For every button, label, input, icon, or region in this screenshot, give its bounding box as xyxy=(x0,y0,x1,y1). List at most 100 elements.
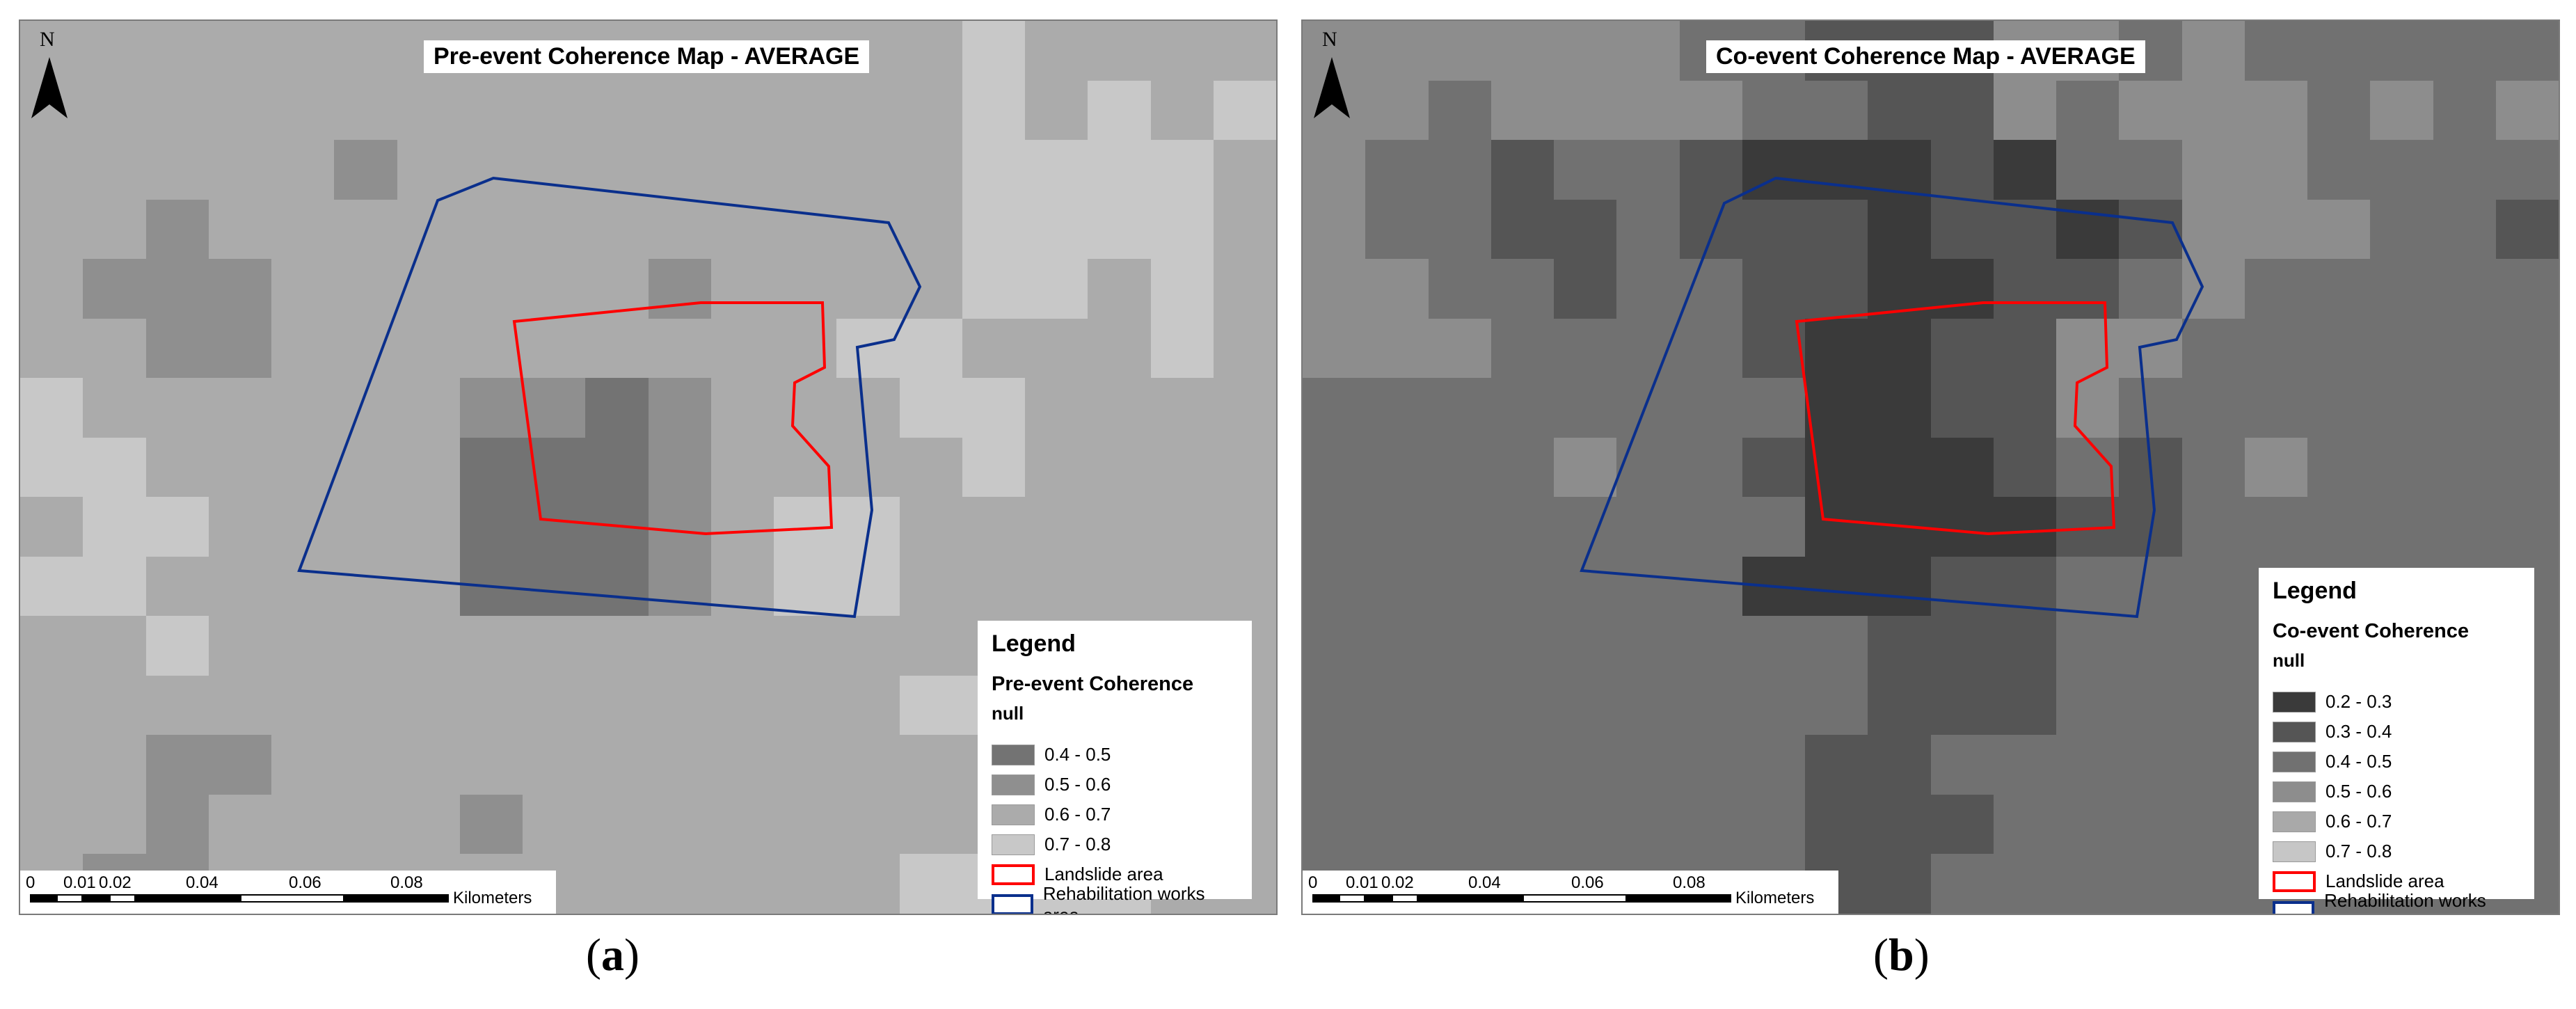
coherence-cell xyxy=(334,378,398,438)
coherence-cell xyxy=(2181,854,2245,914)
coherence-cell xyxy=(2495,378,2559,438)
coherence-cell xyxy=(774,140,838,200)
coherence-cell xyxy=(1930,556,1994,617)
coherence-cell xyxy=(1679,437,1743,498)
coherence-cell xyxy=(1088,318,1152,379)
map-title: Co-event Coherence Map - AVERAGE xyxy=(1706,40,2145,73)
coherence-cell xyxy=(145,675,209,736)
coherence-cell xyxy=(459,794,523,855)
coherence-cell xyxy=(2307,318,2371,379)
coherence-cell xyxy=(2244,259,2308,319)
coherence-cell xyxy=(1993,735,2057,795)
north-arrow: N xyxy=(1312,28,1354,132)
coherence-cell xyxy=(1993,378,2057,438)
coherence-cell xyxy=(1213,21,1276,81)
legend-swatch xyxy=(992,834,1035,855)
coherence-cell xyxy=(1150,378,1214,438)
coherence-cell xyxy=(710,854,774,914)
coherence-cell xyxy=(2307,199,2371,260)
coherence-cell xyxy=(648,318,712,379)
coherence-cell xyxy=(83,794,147,855)
legend-class-list: 0.4 - 0.5 0.5 - 0.6 0.6 - 0.7 0.7 - 0.8 xyxy=(992,740,1238,859)
coherence-cell xyxy=(1150,21,1214,81)
coherence-cell xyxy=(397,259,461,319)
coherence-cell xyxy=(1303,259,1367,319)
coherence-cell xyxy=(774,378,838,438)
coherence-cell xyxy=(1490,199,1555,260)
coherence-cell xyxy=(2056,794,2120,855)
coherence-cell xyxy=(836,675,900,736)
scale-bar: 0 0.01 0.02 0.04 0.06 0.08 Kilometers xyxy=(1303,871,1838,914)
coherence-cell xyxy=(1025,378,1089,438)
coherence-cell xyxy=(899,140,963,200)
coherence-cell xyxy=(1365,437,1429,498)
coherence-cell xyxy=(1742,378,1806,438)
coherence-cell xyxy=(1742,675,1806,736)
coherence-cell xyxy=(83,80,147,141)
coherence-cell xyxy=(585,378,649,438)
coherence-cell xyxy=(271,675,335,736)
coherence-cell xyxy=(1490,80,1555,141)
coherence-cell xyxy=(1213,259,1276,319)
legend-class-label: 0.3 - 0.4 xyxy=(2325,721,2392,742)
legend-class-label: 0.2 - 0.3 xyxy=(2325,691,2392,712)
north-arrow-icon xyxy=(1314,57,1350,118)
legend-class-row: 0.6 - 0.7 xyxy=(2273,807,2520,836)
legend-class-row: 0.6 - 0.7 xyxy=(992,800,1238,829)
scale-tick-2: 0.02 xyxy=(1381,873,1414,892)
coherence-cell xyxy=(1025,259,1089,319)
coherence-cell xyxy=(1490,556,1555,617)
coherence-cell xyxy=(397,437,461,498)
coherence-cell xyxy=(397,497,461,557)
coherence-cell xyxy=(1742,437,1806,498)
coherence-cell xyxy=(1428,378,1492,438)
coherence-cell xyxy=(585,854,649,914)
coherence-cell xyxy=(523,80,587,141)
coherence-cell xyxy=(2119,556,2183,617)
coherence-cell xyxy=(397,80,461,141)
coherence-cell xyxy=(710,675,774,736)
coherence-cell xyxy=(2056,378,2120,438)
legend-null-label: null xyxy=(992,703,1024,724)
co-event-coherence-map[interactable]: Co-event Coherence Map - AVERAGE N Legen… xyxy=(1301,19,2560,915)
coherence-cell xyxy=(1490,437,1555,498)
coherence-cell xyxy=(2119,140,2183,200)
coherence-cell xyxy=(2119,735,2183,795)
coherence-cell xyxy=(1365,675,1429,736)
coherence-cell xyxy=(2307,378,2371,438)
coherence-cell xyxy=(1930,199,1994,260)
coherence-cell xyxy=(836,318,900,379)
coherence-cell xyxy=(2244,21,2308,81)
coherence-cell xyxy=(334,675,398,736)
coherence-cell xyxy=(899,80,963,141)
coherence-cell xyxy=(2433,437,2497,498)
pre-event-area-outlines xyxy=(297,176,922,619)
coherence-cell xyxy=(2244,497,2308,557)
coherence-cell xyxy=(1742,318,1806,379)
coherence-cell xyxy=(1868,437,1932,498)
coherence-cell xyxy=(1490,378,1555,438)
legend-swatch xyxy=(2273,691,2316,713)
coherence-cell xyxy=(899,854,963,914)
coherence-cell xyxy=(962,556,1026,617)
coherence-cell xyxy=(1213,497,1276,557)
legend-swatch xyxy=(2273,751,2316,772)
coherence-cell xyxy=(145,199,209,260)
coherence-cell xyxy=(648,259,712,319)
coherence-cell xyxy=(1088,378,1152,438)
coherence-cell xyxy=(1616,794,1680,855)
coherence-cell xyxy=(83,735,147,795)
coherence-cell xyxy=(1679,318,1743,379)
coherence-cell xyxy=(83,616,147,676)
north-letter: N xyxy=(40,28,55,51)
coherence-cell xyxy=(83,556,147,617)
coherence-cell xyxy=(836,735,900,795)
coherence-cell xyxy=(1930,378,1994,438)
coherence-cell xyxy=(2181,80,2245,141)
coherence-cell xyxy=(1554,556,1618,617)
coherence-cell xyxy=(1213,80,1276,141)
pre-event-coherence-map[interactable]: Pre-event Coherence Map - AVERAGE N Lege… xyxy=(19,19,1278,915)
coherence-cell xyxy=(2056,616,2120,676)
coherence-cell xyxy=(83,21,147,81)
coherence-cell xyxy=(1150,437,1214,498)
